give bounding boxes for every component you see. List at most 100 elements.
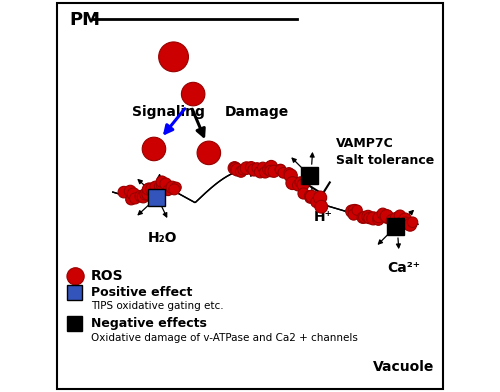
Circle shape (137, 191, 149, 203)
Circle shape (160, 178, 172, 190)
Circle shape (380, 210, 394, 223)
Circle shape (166, 181, 178, 194)
Circle shape (297, 179, 309, 191)
Circle shape (246, 162, 257, 173)
Circle shape (377, 208, 388, 220)
Circle shape (67, 268, 84, 285)
Circle shape (258, 162, 268, 173)
Circle shape (268, 165, 280, 177)
Circle shape (304, 191, 314, 201)
Circle shape (248, 164, 260, 176)
Circle shape (357, 212, 368, 223)
Circle shape (362, 211, 374, 223)
Text: Signaling: Signaling (132, 105, 206, 119)
Text: Oxidative damage of v-ATPase and Ca2 + channels: Oxidative damage of v-ATPase and Ca2 + c… (91, 333, 358, 343)
Circle shape (348, 209, 359, 220)
Circle shape (265, 160, 278, 173)
Circle shape (278, 167, 289, 178)
Circle shape (373, 212, 384, 223)
Circle shape (144, 183, 155, 194)
Circle shape (400, 217, 410, 228)
Text: H⁺: H⁺ (314, 210, 332, 224)
Circle shape (252, 163, 262, 173)
Circle shape (158, 42, 188, 72)
Circle shape (150, 181, 161, 192)
Bar (387, 218, 404, 235)
Circle shape (284, 169, 298, 182)
Circle shape (295, 177, 306, 187)
Circle shape (284, 168, 294, 178)
Circle shape (182, 82, 205, 106)
Text: Ca²⁺: Ca²⁺ (387, 261, 420, 275)
Circle shape (197, 141, 220, 165)
Circle shape (146, 183, 158, 196)
Circle shape (142, 137, 166, 161)
Circle shape (366, 212, 380, 225)
Text: H₂O: H₂O (148, 231, 178, 245)
Circle shape (352, 205, 362, 215)
Circle shape (171, 182, 181, 192)
Circle shape (407, 217, 418, 227)
Circle shape (306, 190, 318, 203)
Circle shape (154, 181, 166, 192)
Circle shape (140, 188, 151, 200)
Circle shape (124, 185, 136, 197)
Circle shape (231, 163, 243, 176)
Text: Damage: Damage (224, 105, 289, 119)
Circle shape (364, 212, 375, 224)
Circle shape (230, 162, 240, 173)
Circle shape (394, 210, 406, 221)
Circle shape (292, 180, 304, 191)
Text: Salt tolerance: Salt tolerance (336, 154, 434, 167)
Text: Negative effects: Negative effects (91, 317, 207, 330)
Circle shape (358, 211, 370, 223)
Circle shape (130, 193, 140, 204)
Circle shape (169, 184, 180, 195)
Circle shape (265, 165, 276, 177)
Bar (148, 189, 166, 206)
Circle shape (150, 183, 162, 195)
Circle shape (135, 191, 146, 202)
Circle shape (275, 165, 286, 175)
Bar (301, 167, 318, 184)
Circle shape (386, 214, 398, 227)
Circle shape (262, 163, 275, 176)
Circle shape (394, 217, 408, 230)
Circle shape (305, 192, 316, 203)
Text: ROS: ROS (91, 269, 124, 283)
Circle shape (286, 177, 299, 190)
Circle shape (260, 167, 271, 178)
Circle shape (310, 196, 322, 208)
Circle shape (236, 166, 246, 177)
Circle shape (372, 214, 384, 225)
Circle shape (228, 162, 241, 174)
Circle shape (240, 162, 253, 174)
Circle shape (142, 188, 154, 200)
Circle shape (399, 213, 411, 225)
Circle shape (126, 194, 136, 205)
Text: TIPS oxidative gating etc.: TIPS oxidative gating etc. (91, 301, 224, 311)
Circle shape (156, 176, 168, 187)
Circle shape (298, 188, 309, 199)
Circle shape (404, 218, 416, 231)
Circle shape (275, 164, 285, 175)
Circle shape (156, 179, 170, 192)
Text: Vacuole: Vacuole (373, 359, 434, 374)
Circle shape (162, 185, 173, 196)
Text: Positive effect: Positive effect (91, 286, 192, 299)
Circle shape (254, 166, 266, 178)
Circle shape (118, 186, 130, 198)
Bar (67, 316, 82, 331)
Circle shape (314, 191, 326, 204)
Circle shape (142, 183, 154, 195)
Text: VAMP7C: VAMP7C (336, 136, 394, 150)
Circle shape (127, 188, 140, 201)
Circle shape (346, 205, 358, 218)
Circle shape (315, 200, 328, 213)
Circle shape (348, 204, 361, 217)
Circle shape (380, 211, 393, 223)
Text: PM: PM (69, 11, 100, 29)
Circle shape (390, 212, 401, 223)
Bar (67, 285, 82, 300)
Circle shape (238, 164, 248, 175)
